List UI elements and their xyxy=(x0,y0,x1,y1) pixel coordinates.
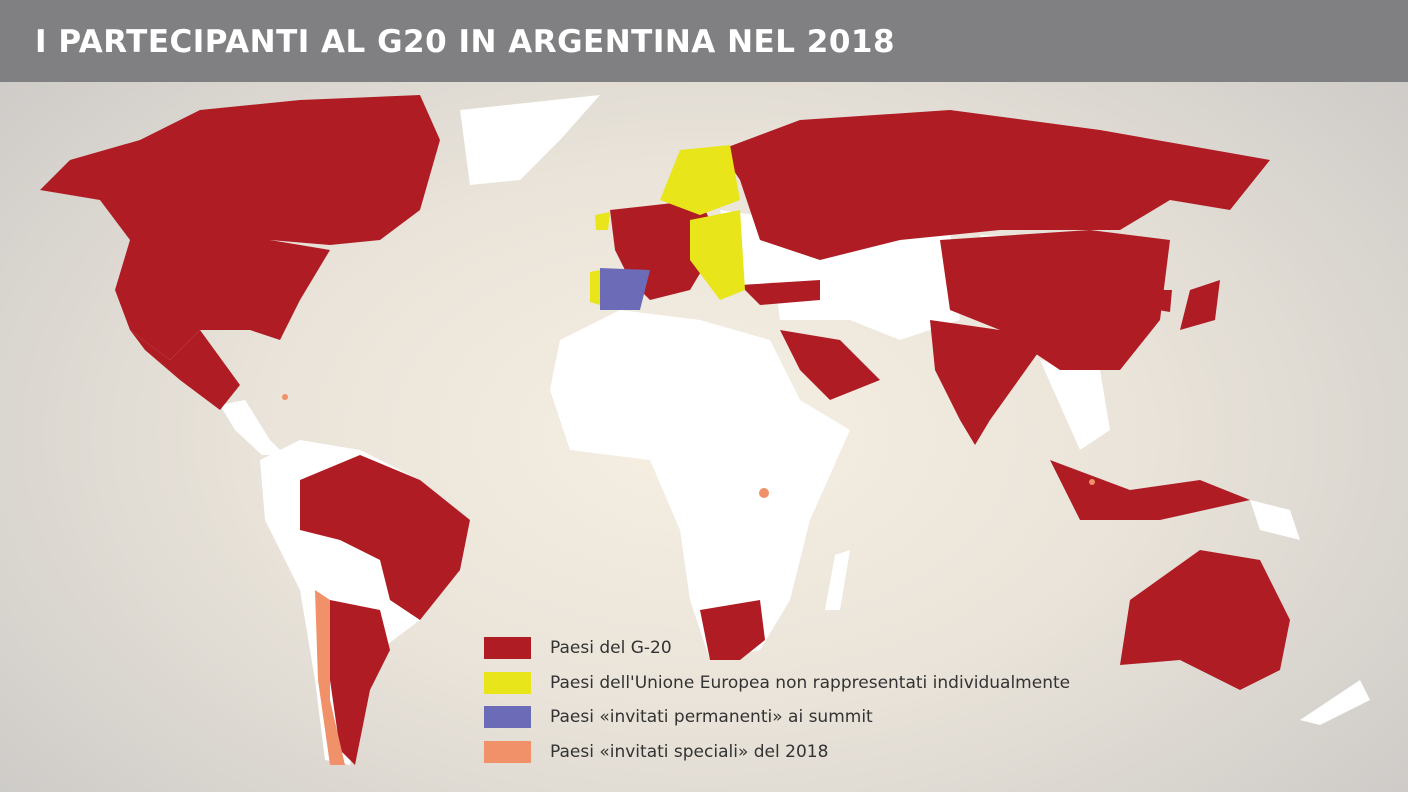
legend-label: Paesi del G-20 xyxy=(550,638,672,658)
korea xyxy=(1155,290,1172,312)
brazil xyxy=(300,455,470,620)
chile xyxy=(315,590,345,765)
legend-item: Paesi dell'Unione Europea non rappresent… xyxy=(484,671,1071,694)
usa xyxy=(115,240,330,360)
indonesia xyxy=(1050,460,1250,520)
legend-label: Paesi dell'Unione Europea non rappresent… xyxy=(550,672,1071,693)
turkey xyxy=(740,280,820,305)
new-zealand xyxy=(1300,680,1370,725)
russia xyxy=(720,110,1270,260)
legend-swatch xyxy=(484,671,531,694)
spain xyxy=(600,268,650,310)
world-map xyxy=(40,95,1370,765)
central-eastern-europe xyxy=(690,210,745,300)
legend-item: Paesi del G-20 xyxy=(484,637,672,659)
australia xyxy=(1120,550,1290,690)
legend-item: Paesi «invitati permanenti» ai summit xyxy=(484,706,873,728)
legend-label: Paesi «invitati permanenti» ai summit xyxy=(550,707,873,727)
legend-swatch xyxy=(484,706,531,728)
ireland xyxy=(595,212,610,230)
greenland xyxy=(460,95,600,185)
legend-swatch xyxy=(484,637,531,659)
jamaica xyxy=(282,394,288,400)
madagascar xyxy=(825,550,850,610)
header-bar: I PARTECIPANTI AL G20 IN ARGENTINA NEL 2… xyxy=(0,0,1408,82)
title: I PARTECIPANTI AL G20 IN ARGENTINA NEL 2… xyxy=(35,24,896,60)
special-guests xyxy=(282,394,1095,765)
legend-item: Paesi «invitati speciali» del 2018 xyxy=(484,740,829,763)
africa xyxy=(550,310,850,660)
china xyxy=(940,230,1170,370)
singapore xyxy=(1089,479,1095,485)
south-africa xyxy=(700,600,765,660)
legend-label: Paesi «invitati speciali» del 2018 xyxy=(550,741,829,762)
india xyxy=(930,320,1040,445)
japan xyxy=(1180,280,1220,330)
scandinavia xyxy=(660,145,740,215)
canada-alaska xyxy=(40,95,440,245)
saudi-arabia xyxy=(780,330,880,400)
legend-swatch xyxy=(484,740,531,763)
argentina xyxy=(330,600,390,765)
eu-countries xyxy=(590,145,745,305)
portugal xyxy=(590,270,600,305)
mexico xyxy=(130,330,240,410)
rwanda xyxy=(759,488,769,498)
southeast-asia xyxy=(1040,360,1110,450)
central-america xyxy=(220,400,285,455)
new-guinea xyxy=(1250,500,1300,540)
